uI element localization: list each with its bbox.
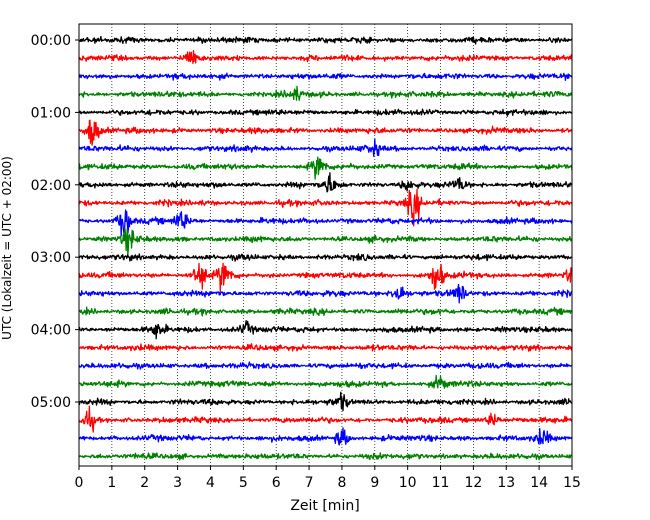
trace-2 xyxy=(78,72,573,81)
x-tick-label: 4 xyxy=(206,475,215,491)
x-tick-label: 11 xyxy=(432,475,450,491)
y-axis-label: UTC (Lokalzeit = UTC + 02:00) xyxy=(0,156,14,340)
y-tick-label: 04:00 xyxy=(31,323,71,339)
x-tick-label: 10 xyxy=(399,475,417,491)
trace-12 xyxy=(78,253,573,262)
x-axis: 0 1 2 3 4 5 6 7 8 9 10 11 12 13 14 15 xyxy=(75,466,581,491)
trace-23 xyxy=(78,452,573,461)
trace-5 xyxy=(78,119,573,146)
y-axis: 00:00 01:00 02:00 03:00 04:00 05:00 xyxy=(31,33,79,411)
y-tick-label: 03:00 xyxy=(31,250,71,266)
trace-3 xyxy=(78,85,573,101)
trace-18 xyxy=(78,361,573,370)
trace-16 xyxy=(78,319,573,340)
trace-1 xyxy=(78,50,573,64)
trace-21 xyxy=(78,405,573,433)
x-tick-label: 12 xyxy=(464,475,482,491)
x-tick-label: 8 xyxy=(337,475,346,491)
x-tick-label: 1 xyxy=(107,475,116,491)
x-tick-label: 3 xyxy=(173,475,182,491)
x-tick-label: 14 xyxy=(530,475,548,491)
trace-19 xyxy=(78,374,573,389)
trace-22 xyxy=(78,427,573,446)
trace-7 xyxy=(78,156,573,180)
y-tick-label: 01:00 xyxy=(31,105,71,121)
y-tick-label: 02:00 xyxy=(31,178,71,194)
plot-frame xyxy=(78,23,573,467)
x-tick-label: 5 xyxy=(239,475,248,491)
trace-11 xyxy=(78,227,573,256)
trace-4 xyxy=(78,108,573,117)
trace-17 xyxy=(78,343,573,352)
x-tick-label: 13 xyxy=(497,475,515,491)
trace-14 xyxy=(78,283,573,304)
x-tick-label: 6 xyxy=(272,475,281,491)
trace-20 xyxy=(78,391,573,412)
x-tick-label: 2 xyxy=(140,475,149,491)
y-tick-label: 00:00 xyxy=(31,33,71,49)
x-tick-label: 9 xyxy=(370,475,379,491)
x-tick-label: 15 xyxy=(563,475,581,491)
x-tick-label: 7 xyxy=(305,475,314,491)
y-tick-label: 05:00 xyxy=(31,395,71,411)
trace-10 xyxy=(78,209,573,237)
trace-layer xyxy=(78,35,573,461)
trace-9 xyxy=(78,188,573,227)
x-tick-label: 0 xyxy=(75,475,84,491)
trace-6 xyxy=(78,138,573,157)
trace-13 xyxy=(78,262,573,292)
trace-0 xyxy=(78,35,573,45)
x-axis-label: Zeit [min] xyxy=(290,498,359,514)
trace-8 xyxy=(78,172,573,193)
trace-15 xyxy=(78,306,573,317)
